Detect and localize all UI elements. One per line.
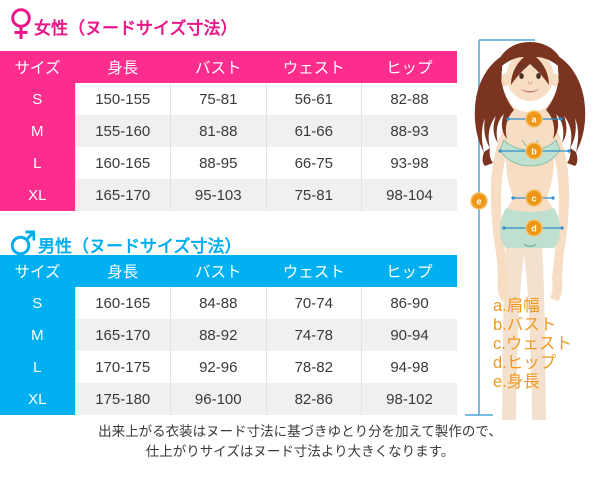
svg-text:b: b xyxy=(531,146,537,156)
svg-text:c: c xyxy=(531,193,536,203)
svg-text:d: d xyxy=(531,223,537,233)
svg-text:e: e xyxy=(476,196,481,206)
